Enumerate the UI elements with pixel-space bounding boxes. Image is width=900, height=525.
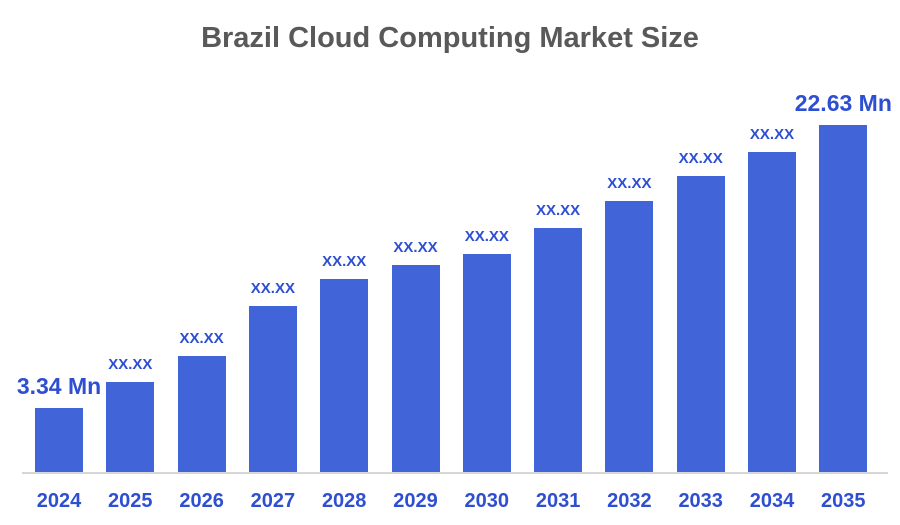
bar-value-label: 22.63 Mn — [794, 90, 892, 116]
bar — [177, 356, 226, 472]
x-axis-line — [22, 472, 888, 474]
bar-value-label: XX.XX — [464, 228, 509, 245]
x-tick-label: 2026 — [179, 490, 224, 512]
x-tick-label: 2028 — [321, 490, 367, 512]
x-tick-label: 2031 — [535, 490, 581, 512]
bar-group: XX.XX 2028 — [320, 0, 369, 525]
x-tick-label: 2029 — [393, 490, 438, 512]
bar — [819, 125, 868, 472]
bar-group: XX.XX 2033 — [676, 0, 725, 525]
bar-value-label: XX.XX — [250, 280, 295, 297]
bar-value-label: XX.XX — [322, 253, 367, 270]
bar-group: XX.XX 2032 — [605, 0, 654, 525]
bar-group: XX.XX 2029 — [391, 0, 440, 525]
bar — [676, 176, 725, 472]
bar-group: XX.XX 2027 — [248, 0, 297, 525]
bar — [534, 228, 583, 472]
bar — [748, 152, 796, 472]
bar-value-label: 3.34 Mn — [16, 373, 102, 399]
x-tick-label: 2035 — [821, 490, 866, 512]
x-tick-label: 2034 — [749, 490, 795, 512]
x-tick-label: 2030 — [464, 490, 510, 512]
bar-group: XX.XX 2030 — [462, 0, 511, 525]
x-tick-label: 2025 — [108, 490, 153, 512]
bar-value-label: XX.XX — [607, 175, 652, 192]
x-tick-label: 2032 — [607, 490, 652, 512]
x-tick-label: 2033 — [678, 490, 723, 512]
bar-value-label: XX.XX — [678, 150, 723, 167]
bar-group: XX.XX 2025 — [106, 0, 155, 525]
bar — [248, 306, 297, 472]
bar-group: XX.XX 2031 — [534, 0, 583, 525]
bar-group: 22.63 Mn 2035 — [795, 0, 892, 525]
chart-title: Brazil Cloud Computing Market Size — [201, 22, 699, 54]
bar-value-label: XX.XX — [179, 330, 224, 347]
bar-value-label: XX.XX — [536, 202, 581, 219]
bar — [35, 408, 83, 472]
bar-group: 3.34 Mn 2024 — [17, 0, 101, 525]
bar — [320, 279, 369, 472]
bar — [462, 254, 511, 472]
bar-value-label: XX.XX — [749, 126, 795, 143]
bar — [391, 265, 440, 472]
bar-group: XX.XX 2034 — [748, 0, 796, 525]
bar — [605, 201, 654, 472]
bar-group: XX.XX 2026 — [177, 0, 226, 525]
bar-value-label: XX.XX — [393, 239, 438, 256]
x-tick-label: 2024 — [36, 490, 82, 512]
x-tick-label: 2027 — [250, 490, 296, 512]
bar — [106, 382, 155, 472]
bar-value-label: XX.XX — [108, 356, 153, 373]
